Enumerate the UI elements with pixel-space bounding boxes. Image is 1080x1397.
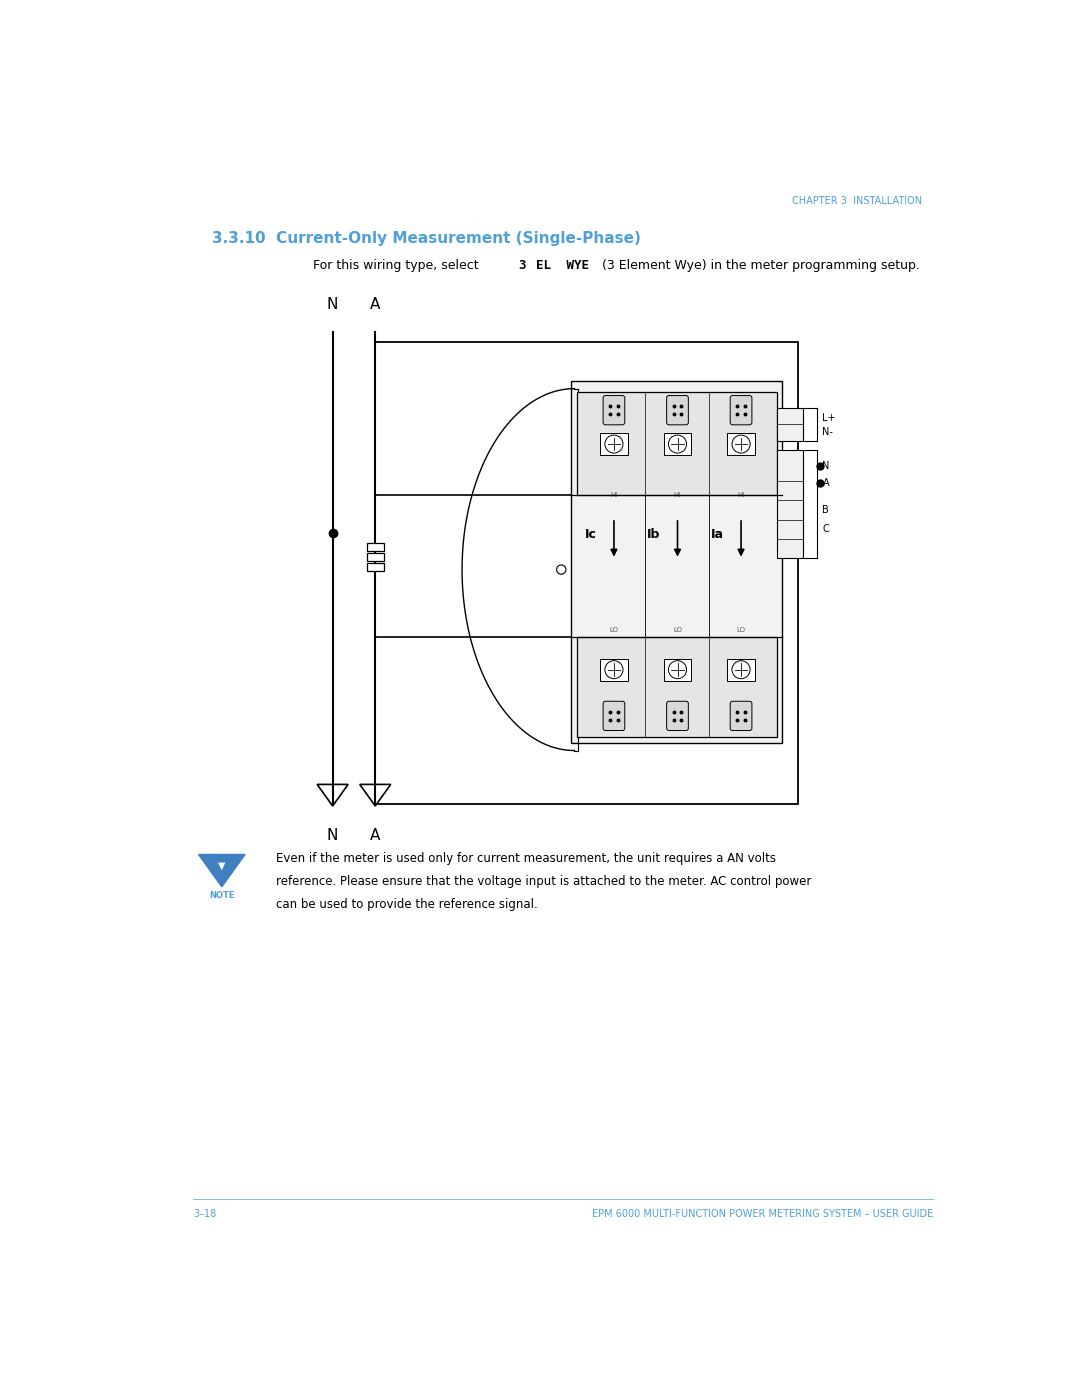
Bar — [367, 563, 383, 571]
Bar — [777, 450, 804, 557]
Bar — [727, 433, 755, 455]
Text: HI: HI — [610, 492, 618, 497]
Bar — [663, 658, 691, 680]
Text: HI: HI — [738, 492, 745, 497]
FancyBboxPatch shape — [730, 701, 752, 731]
Text: LO: LO — [609, 627, 619, 633]
Text: B: B — [823, 504, 829, 514]
Text: Ic: Ic — [585, 528, 597, 542]
Polygon shape — [199, 855, 245, 887]
Bar — [663, 433, 691, 455]
Bar — [375, 342, 798, 805]
Text: NOTE: NOTE — [210, 891, 234, 901]
Text: HI: HI — [674, 492, 681, 497]
Bar — [777, 408, 804, 441]
Text: C: C — [823, 524, 829, 534]
Bar — [570, 381, 782, 743]
Text: can be used to provide the reference signal.: can be used to provide the reference sig… — [276, 898, 538, 911]
Text: LO: LO — [737, 627, 745, 633]
Text: Ia: Ia — [711, 528, 724, 542]
Text: 3.3.10  Current-Only Measurement (Single-Phase): 3.3.10 Current-Only Measurement (Single-… — [213, 231, 642, 246]
Circle shape — [605, 434, 623, 453]
Bar — [577, 637, 777, 736]
Circle shape — [732, 661, 751, 679]
Text: reference. Please ensure that the voltage input is attached to the meter. AC con: reference. Please ensure that the voltag… — [276, 876, 811, 888]
Text: A: A — [823, 478, 829, 488]
Text: A: A — [370, 296, 380, 312]
Text: 3: 3 — [518, 260, 534, 272]
Bar — [577, 393, 777, 495]
Bar — [727, 658, 755, 680]
Text: LO: LO — [673, 627, 681, 633]
FancyBboxPatch shape — [666, 701, 688, 731]
Text: N: N — [823, 461, 829, 471]
Text: N-: N- — [823, 427, 834, 437]
Text: N: N — [327, 827, 338, 842]
Bar — [367, 553, 383, 562]
Text: (3 Element Wye) in the meter programming setup.: (3 Element Wye) in the meter programming… — [597, 260, 919, 272]
Text: EPM 6000 MULTI-FUNCTION POWER METERING SYSTEM – USER GUIDE: EPM 6000 MULTI-FUNCTION POWER METERING S… — [592, 1208, 933, 1218]
FancyBboxPatch shape — [730, 395, 752, 425]
Text: Even if the meter is used only for current measurement, the unit requires a AN v: Even if the meter is used only for curre… — [276, 852, 777, 865]
Text: EL: EL — [536, 260, 551, 272]
Bar — [600, 433, 627, 455]
Circle shape — [556, 564, 566, 574]
Text: L+: L+ — [823, 414, 836, 423]
Text: A: A — [370, 827, 380, 842]
FancyBboxPatch shape — [666, 395, 688, 425]
Text: For this wiring type, select: For this wiring type, select — [313, 260, 483, 272]
Circle shape — [732, 434, 751, 453]
Bar — [600, 658, 627, 680]
Text: N: N — [327, 296, 338, 312]
Text: 3–18: 3–18 — [193, 1208, 216, 1218]
FancyBboxPatch shape — [603, 395, 625, 425]
Circle shape — [669, 434, 687, 453]
Text: WYE: WYE — [559, 260, 589, 272]
Circle shape — [605, 661, 623, 679]
Text: ▼: ▼ — [218, 861, 226, 872]
Circle shape — [669, 661, 687, 679]
FancyBboxPatch shape — [603, 701, 625, 731]
Text: Ib: Ib — [647, 528, 661, 542]
Text: CHAPTER 3  INSTALLATION: CHAPTER 3 INSTALLATION — [792, 196, 921, 207]
Bar — [367, 542, 383, 550]
